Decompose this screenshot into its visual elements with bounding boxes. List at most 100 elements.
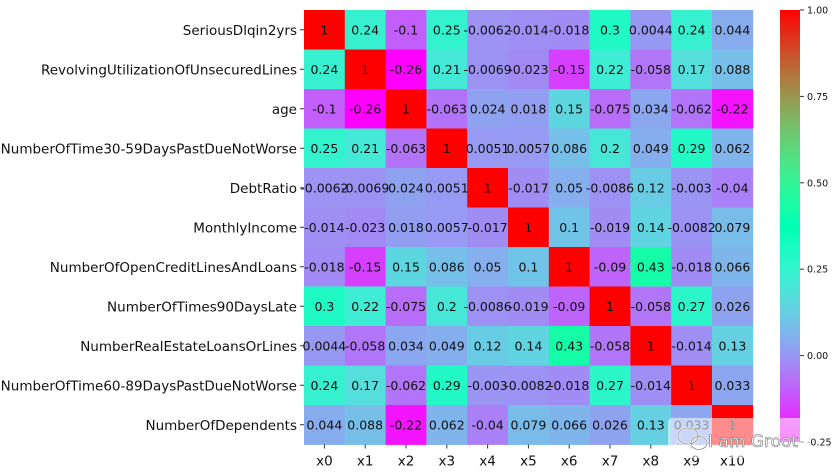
cell-value-label: 0.0044 [629,22,673,37]
heatmap-cell [630,286,672,327]
heatmap-cell [385,168,427,208]
heatmap-cell [630,49,672,90]
cell-value-label: -0.023 [345,220,385,235]
cell-value-label: 0.15 [392,259,420,274]
cell-value-label: -0.0086 [463,299,511,314]
heatmap-cell [589,326,631,366]
row-label: NumberOfTime30-59DaysPastDueNotWorse [1,141,297,157]
cell-value-label: -0.04 [716,180,748,195]
heatmap-cell [426,89,468,129]
heatmap-cell [712,49,754,90]
cell-value-label: -0.019 [508,299,548,314]
heatmap-cell [426,128,468,169]
cell-value-label: -0.003 [671,180,711,195]
cell-value-label: 0.3 [600,22,620,37]
cell-value-label: 0.12 [474,338,502,353]
heatmap-cell [508,405,550,445]
row-label: DebtRatio [230,181,297,197]
cell-value-label: 0.033 [715,378,751,393]
colorbar-tick-label: 0.75 [807,92,828,103]
cell-value-label: 0.13 [637,417,665,432]
cell-value-label: 0.049 [633,141,669,156]
cell-value-label: 0.018 [511,101,547,116]
row-label: NumberOfOpenCreditLinesAndLoans [50,260,297,276]
heatmap-cell [467,326,509,366]
heatmap-cell [508,128,550,169]
cell-value-label: -0.062 [671,101,711,116]
cell-value-label: 0.25 [433,22,461,37]
cell-value-label: 0.21 [351,141,379,156]
cell-value-label: 0.05 [555,180,583,195]
cell-value-label: 0.12 [637,180,665,195]
heatmap-cell [467,128,509,169]
heatmap-cell [304,49,346,90]
heatmap-cell [508,326,550,366]
heatmap-cell [548,128,590,169]
heatmap-cell [630,247,672,287]
column-label: x5 [520,454,537,470]
colorbar-gradient [780,10,800,442]
cell-value-label: -0.023 [508,62,548,77]
heatmap-cell [630,326,672,366]
heatmap-cell [548,247,590,287]
heatmap-cell [304,365,346,406]
cell-value-label: 0.43 [555,338,583,353]
cell-value-label: -0.062 [386,378,426,393]
cell-value-label: 0.24 [351,22,379,37]
heatmap-cell [385,89,427,129]
heatmap-cell [671,365,713,406]
cell-value-label: 1 [524,220,532,235]
heatmap-cell [508,49,550,90]
cell-value-label: -0.09 [594,259,626,274]
cell-value-label: -0.018 [671,259,711,274]
heatmap-cell [426,286,468,327]
heatmap-cell [304,405,346,445]
cell-value-label: 0.088 [715,62,751,77]
watermark-text: I am Groot [708,432,798,452]
heatmap-cell [426,10,468,50]
cell-value-label: 0.3 [314,299,334,314]
cell-value-label: 0.24 [310,62,338,77]
row-label: age [272,102,297,118]
heatmap-cell [344,365,386,406]
cell-value-label: -0.0069 [341,180,389,195]
cell-value-label: 0.034 [633,101,669,116]
heatmap-cell [508,365,550,406]
heatmap-cell [304,89,346,129]
cell-value-label: 0.018 [388,220,424,235]
column-label: x8 [643,454,660,470]
heatmap-cell [385,207,427,248]
cell-value-label: 0.27 [678,299,706,314]
cell-value-label: 0.24 [310,378,338,393]
cell-value-label: 0.2 [600,141,620,156]
heatmap-cell [671,10,713,50]
heatmap-cell [589,365,631,406]
heatmap-cell [344,168,386,208]
heatmap-cell [344,49,386,90]
cell-value-label: 1 [320,22,328,37]
heatmap-cell [548,10,590,50]
heatmap-cell [671,247,713,287]
wechat-icon [677,427,708,451]
heatmap-cell [589,207,631,248]
heatmap-cell [467,10,509,50]
cell-value-label: -0.058 [631,62,671,77]
heatmap-cell [508,10,550,50]
heatmap-cell [712,168,754,208]
cell-value-label: -0.014 [304,220,344,235]
heatmap-cell [467,247,509,287]
heatmap-cell-labels: 1 0.24 -0.1 0.25 -0.0062-0.014 -0.018 0.3 0.004… [300,22,750,432]
row-labels: SeriousDlqin2yrs RevolvingUtilizationOfUn… [1,23,304,434]
heatmap-cell [712,128,754,169]
heatmap-cell [304,207,346,248]
cell-value-label: 0.24 [678,22,706,37]
heatmap-cell [304,326,346,366]
cell-value-label: 0.2 [437,299,457,314]
cell-value-label: 0.27 [596,378,624,393]
cell-value-label: 0.044 [715,22,751,37]
heatmap-cell [589,286,631,327]
cell-value-label: 0.066 [715,259,751,274]
heatmap-cell [304,10,346,50]
heatmap-cell [508,89,550,129]
heatmap-cell [508,286,550,327]
